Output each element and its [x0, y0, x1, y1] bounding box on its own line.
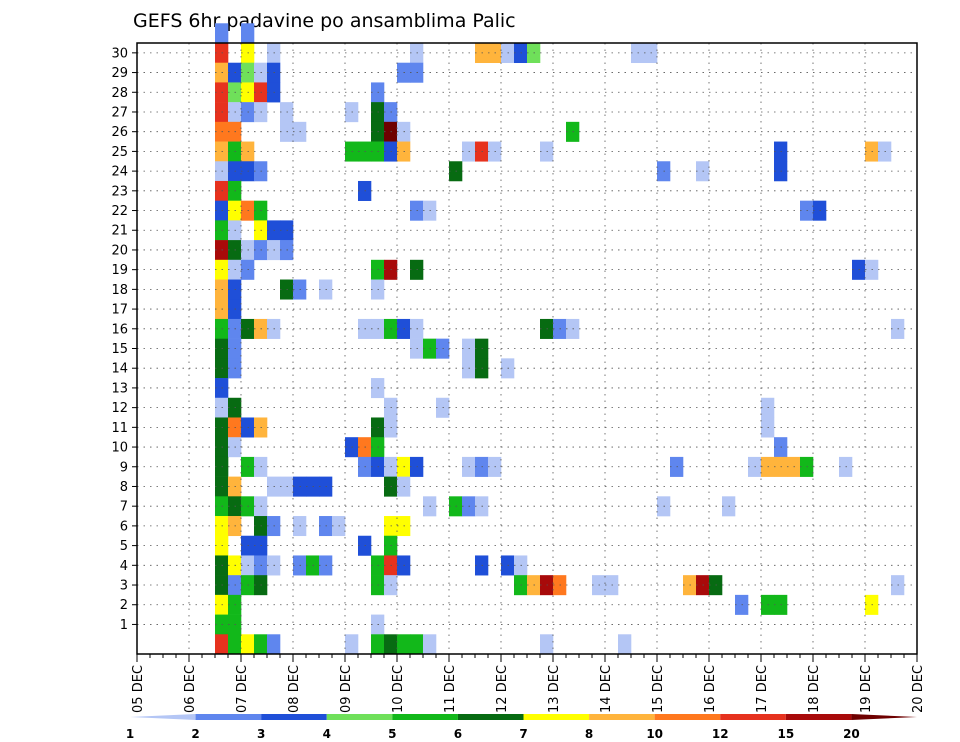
y-tick-label: 10	[111, 441, 128, 456]
legend-label: 12	[712, 727, 729, 741]
y-tick-label: 7	[120, 500, 128, 515]
legend-swatch	[654, 714, 721, 720]
heatmap-cells	[215, 23, 905, 655]
x-tick-label: 18 DEC	[807, 665, 822, 713]
legend-label: 2	[191, 727, 199, 741]
y-tick-label: 12	[111, 401, 128, 416]
y-tick-label: 5	[120, 539, 128, 554]
y-tick-label: 29	[111, 66, 128, 81]
legend-swatch	[130, 714, 196, 720]
y-tick-label: 19	[111, 263, 128, 278]
x-tick-label: 12 DEC	[495, 665, 510, 713]
x-tick-label: 14 DEC	[599, 665, 614, 713]
y-tick-label: 22	[111, 204, 128, 219]
y-tick-label: 8	[120, 480, 128, 495]
y-tick-label: 17	[111, 303, 128, 318]
y-axis-ticks: 1234567891011121314151617181920212223242…	[111, 46, 137, 633]
x-tick-label: 13 DEC	[547, 665, 562, 713]
y-tick-label: 6	[120, 519, 128, 534]
y-tick-label: 11	[111, 421, 128, 436]
y-tick-label: 14	[111, 362, 128, 377]
legend-swatch	[589, 714, 655, 720]
heatmap-cell	[241, 634, 255, 655]
heatmap-cell	[228, 634, 242, 655]
x-tick-label: 07 DEC	[235, 665, 250, 713]
heatmap-cell	[540, 634, 554, 655]
y-tick-label: 18	[111, 283, 128, 298]
grid-lines	[137, 43, 917, 654]
chart-title: GEFS 6hr padavine po ansamblima Palic	[133, 10, 516, 32]
legend-label: 5	[388, 727, 396, 741]
legend-label: 15	[777, 727, 794, 741]
x-tick-label: 20 DEC	[911, 665, 926, 713]
y-tick-label: 4	[120, 559, 128, 574]
legend-label: 8	[585, 727, 593, 741]
heatmap-cell	[215, 23, 229, 44]
x-tick-label: 17 DEC	[755, 665, 770, 713]
y-tick-label: 23	[111, 184, 128, 199]
y-tick-label: 9	[120, 460, 128, 475]
heatmap-cell	[397, 634, 411, 655]
legend-swatch	[392, 714, 458, 720]
heatmap-cell	[410, 634, 424, 655]
y-tick-label: 25	[111, 145, 128, 160]
y-tick-label: 30	[111, 46, 128, 61]
legend-swatch	[326, 714, 393, 720]
y-tick-label: 24	[111, 165, 128, 180]
y-tick-label: 28	[111, 86, 128, 101]
x-tick-label: 16 DEC	[703, 665, 718, 713]
x-tick-label: 05 DEC	[131, 665, 146, 713]
legend-label: 3	[257, 727, 265, 741]
x-tick-label: 15 DEC	[651, 665, 666, 713]
legend-swatch	[523, 714, 590, 720]
y-tick-label: 3	[120, 579, 128, 594]
y-tick-label: 26	[111, 125, 128, 140]
legend-swatch	[195, 714, 262, 720]
legend-swatch	[720, 714, 786, 720]
y-tick-label: 13	[111, 381, 128, 396]
y-tick-label: 27	[111, 105, 128, 120]
x-axis-ticks: 05 DEC 06 DEC 07 DEC 08 DEC 09 DEC 10 DEC 11 D…	[131, 654, 926, 713]
x-tick-label: 09 DEC	[339, 665, 354, 713]
y-tick-label: 1	[120, 618, 128, 633]
y-tick-label: 21	[111, 224, 128, 239]
legend-swatch	[785, 714, 852, 720]
legend-label: 7	[519, 727, 527, 741]
y-tick-label: 16	[111, 322, 128, 337]
y-tick-label: 15	[111, 342, 128, 357]
heatmap-cell	[267, 634, 281, 655]
x-tick-label: 19 DEC	[859, 665, 874, 713]
heatmap-cell	[254, 634, 268, 655]
legend-label: 20	[843, 727, 860, 741]
heatmap-cell	[618, 634, 632, 655]
x-tick-label: 10 DEC	[391, 665, 406, 713]
color-legend: 1 2 3 4 5 6 7 8 10 12 15 20	[126, 714, 917, 741]
heatmap-cell	[423, 634, 437, 655]
heatmap-cell	[241, 23, 255, 44]
legend-swatch	[851, 714, 917, 720]
y-tick-label: 2	[120, 598, 128, 613]
x-tick-label: 08 DEC	[287, 665, 302, 713]
x-tick-label: 06 DEC	[183, 665, 198, 713]
legend-swatch	[457, 714, 524, 720]
heatmap-cell	[345, 634, 359, 655]
heatmap-cell	[384, 634, 398, 655]
legend-label: 4	[323, 727, 331, 741]
heatmap-cell	[371, 634, 385, 655]
legend-label: 6	[454, 727, 462, 741]
legend-swatch	[261, 714, 327, 720]
legend-label: 1	[126, 727, 134, 741]
x-tick-label: 11 DEC	[443, 665, 458, 713]
legend-label: 10	[646, 727, 663, 741]
heatmap-cell	[215, 634, 229, 655]
y-tick-label: 20	[111, 243, 128, 258]
